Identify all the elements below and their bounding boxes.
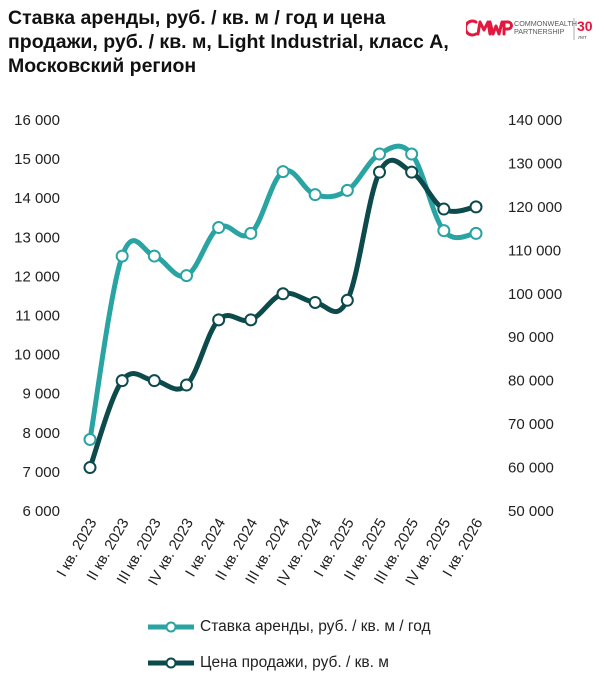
legend-swatch-rent bbox=[148, 621, 194, 633]
left-tick-label: 13 000 bbox=[14, 229, 60, 246]
series-0-point bbox=[244, 226, 258, 240]
legend-item-price: Цена продажи, руб. / кв. м bbox=[148, 654, 389, 672]
series-line-1 bbox=[87, 157, 479, 471]
right-tick-label: 50 000 bbox=[508, 503, 554, 520]
left-tick-label: 8 000 bbox=[22, 425, 60, 442]
company-logo: COMMONWEALTH PARTNERSHIP 30 лет bbox=[463, 14, 598, 44]
legend-item-rent: Ставка аренды, руб. / кв. м / год bbox=[148, 618, 431, 636]
cmwp-logo-icon: COMMONWEALTH PARTNERSHIP 30 лет bbox=[463, 18, 593, 41]
right-tick-label: 90 000 bbox=[508, 329, 554, 346]
series-lines bbox=[87, 143, 479, 471]
left-tick-label: 7 000 bbox=[22, 464, 60, 481]
series-1-point bbox=[115, 374, 129, 388]
right-tick-label: 70 000 bbox=[508, 416, 554, 433]
left-tick-label: 14 000 bbox=[14, 190, 60, 207]
right-axis: 50 000 60 000 70 000 80 000 90 000 100 000 110… bbox=[508, 112, 562, 520]
series-0-point bbox=[373, 147, 386, 161]
left-tick-label: 10 000 bbox=[14, 347, 60, 364]
left-tick-label: 12 000 bbox=[14, 268, 60, 285]
series-0-point bbox=[340, 183, 354, 197]
left-axis: 6 000 7 000 8 000 9 000 10 000 11 000 12 000 13… bbox=[14, 112, 60, 520]
series-0-point bbox=[308, 188, 322, 202]
left-tick-label: 6 000 bbox=[22, 503, 60, 520]
series-0-point bbox=[405, 147, 419, 161]
series-1-point bbox=[340, 293, 354, 307]
logo-badge-number: 30 bbox=[577, 18, 593, 34]
right-tick-label: 140 000 bbox=[508, 112, 562, 129]
right-tick-label: 80 000 bbox=[508, 373, 554, 390]
series-1-point bbox=[276, 287, 290, 301]
series-1-point bbox=[373, 165, 386, 179]
legend-swatch-price bbox=[148, 657, 194, 669]
series-1-point bbox=[405, 165, 419, 179]
right-tick-label: 130 000 bbox=[508, 155, 562, 172]
left-tick-label: 11 000 bbox=[15, 308, 60, 325]
series-1-point bbox=[147, 374, 161, 388]
series-points bbox=[83, 147, 483, 475]
series-1-point bbox=[212, 313, 226, 327]
series-1-point bbox=[180, 378, 193, 392]
logo-name-line2: PARTNERSHIP bbox=[514, 27, 565, 36]
series-0-point bbox=[115, 249, 129, 263]
right-tick-label: 120 000 bbox=[508, 199, 562, 216]
right-tick-label: 100 000 bbox=[508, 286, 562, 303]
series-1-point bbox=[83, 461, 97, 475]
left-tick-label: 9 000 bbox=[22, 386, 60, 403]
series-0-point bbox=[212, 221, 226, 235]
series-1-point bbox=[437, 202, 451, 216]
series-0-point bbox=[83, 432, 97, 446]
series-1-point bbox=[469, 200, 483, 214]
left-tick-label: 16 000 bbox=[14, 112, 60, 129]
series-1-point bbox=[244, 313, 258, 327]
chart-title: Ставка аренды, руб. / кв. м / год и цена… bbox=[8, 7, 449, 77]
right-tick-label: 110 000 bbox=[508, 242, 561, 259]
legend-label-price: Цена продажи, руб. / кв. м bbox=[200, 654, 389, 671]
logo-name-line1: COMMONWEALTH bbox=[514, 19, 577, 28]
series-0-point bbox=[469, 226, 483, 240]
left-tick-label: 15 000 bbox=[14, 151, 60, 168]
series-0-point bbox=[147, 249, 161, 263]
series-0-point bbox=[437, 224, 451, 238]
logo-badge-caption: лет bbox=[578, 35, 587, 41]
series-0-point bbox=[276, 165, 290, 179]
series-1-point bbox=[308, 295, 322, 309]
legend-label-rent: Ставка аренды, руб. / кв. м / год bbox=[200, 618, 431, 635]
series-0-point bbox=[180, 269, 193, 283]
right-tick-label: 60 000 bbox=[508, 460, 554, 477]
